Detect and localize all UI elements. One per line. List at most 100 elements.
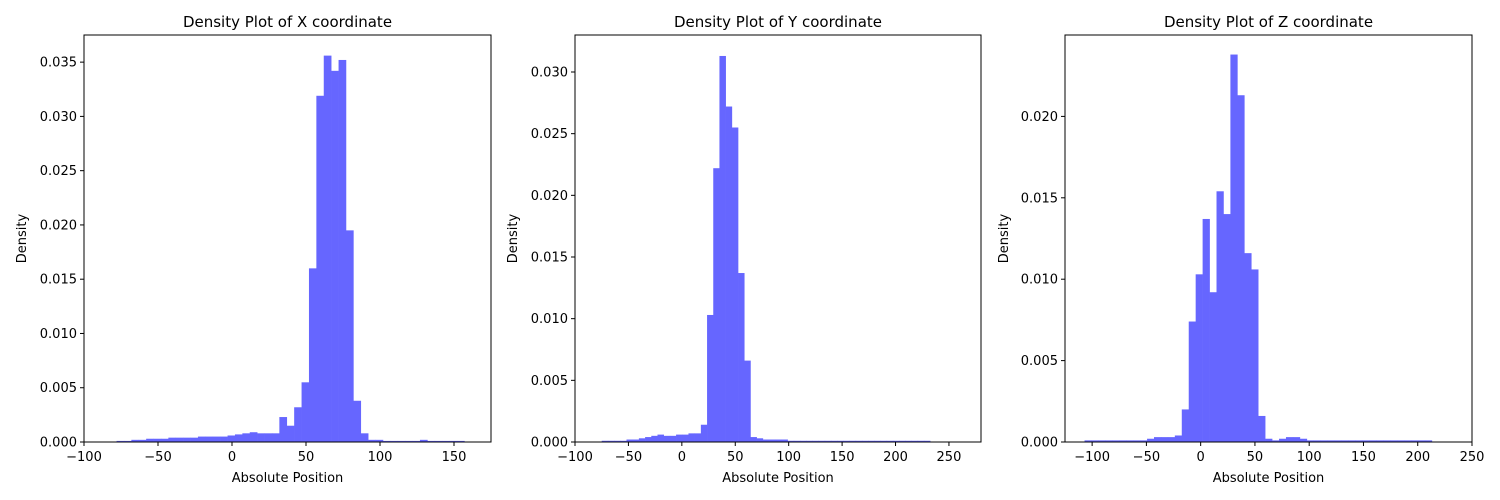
histogram-bar	[1251, 269, 1259, 442]
histogram-bar	[849, 440, 857, 442]
x-axis-label: Absolute Position	[722, 471, 834, 486]
histogram-bar	[1285, 437, 1294, 442]
histogram-bar	[116, 440, 125, 442]
histogram-bar	[1390, 440, 1398, 442]
histogram-bar	[769, 439, 776, 442]
histogram-bar	[911, 440, 919, 442]
histogram-bar	[1209, 292, 1217, 442]
histogram-bar	[449, 440, 458, 442]
y-axis-label: Density	[506, 213, 521, 263]
histogram-bar	[676, 434, 683, 442]
histogram-bar	[744, 360, 751, 442]
histogram-bar	[1167, 437, 1176, 442]
histogram-bar	[382, 440, 391, 442]
histogram-bar	[892, 440, 900, 442]
histogram-bar	[227, 435, 236, 442]
y-tick-label: 0.015	[40, 273, 77, 288]
histogram-bar	[279, 417, 288, 442]
histogram-bar	[1160, 437, 1169, 442]
histogram-bar	[713, 168, 720, 442]
histogram-bar	[264, 433, 273, 442]
histogram-bar	[1355, 440, 1363, 442]
y-tick-label: 0.010	[531, 312, 568, 327]
histogram-bar	[1362, 440, 1370, 442]
histogram-bar	[843, 440, 850, 442]
x-tick-label: 50	[727, 450, 744, 465]
histogram-bar	[131, 439, 140, 442]
histogram-bar	[301, 382, 310, 442]
y-ticks: 0.000 0.005 0.010 0.015 0.020 0.025 0.030	[531, 66, 575, 451]
y-tick-label: 0.025	[531, 127, 568, 142]
histogram-bar	[905, 440, 912, 442]
histogram-bar	[183, 437, 191, 442]
histogram-bar	[824, 440, 832, 442]
histogram-bar	[923, 440, 931, 442]
histogram-bar	[257, 433, 265, 442]
x-tick-label: 0	[228, 450, 236, 465]
histogram-bar	[1174, 435, 1183, 442]
histogram-bar	[419, 439, 428, 442]
histogram-bar	[1265, 438, 1273, 442]
histogram-bar	[775, 439, 782, 442]
histogram-bar	[806, 440, 813, 442]
x-tick-label: −50	[1133, 450, 1160, 465]
histogram-bar	[1154, 437, 1162, 442]
histogram-bar	[812, 440, 819, 442]
plot-frame	[1064, 34, 1473, 443]
histogram-bar	[316, 95, 325, 442]
histogram-bar	[694, 433, 702, 442]
x-tick-label: 100	[1297, 450, 1322, 465]
histogram-bar	[331, 70, 339, 442]
histogram-bar	[1320, 440, 1328, 442]
histogram-bar	[1341, 440, 1349, 442]
histogram-bar	[220, 436, 228, 442]
histogram-bar	[738, 273, 745, 442]
histogram-bar	[1098, 440, 1106, 442]
x-ticks: −100 −50 0 50 100 150	[66, 442, 466, 465]
histogram-bar	[308, 268, 317, 442]
y-tick-label: 0.035	[40, 56, 77, 71]
histogram-bar	[682, 434, 689, 442]
histogram-bar	[368, 439, 376, 442]
histogram-bar	[168, 437, 177, 442]
histogram-bar	[1404, 440, 1412, 442]
y-tick-label: 0.030	[531, 66, 568, 81]
x-tick-label: 150	[1351, 450, 1376, 465]
x-tick-label: 50	[298, 450, 315, 465]
histogram-bar	[1188, 321, 1196, 442]
histogram-bar	[818, 440, 826, 442]
histogram-bar	[707, 314, 714, 442]
bar-group	[1084, 54, 1433, 443]
histogram-bar	[234, 434, 243, 442]
histogram-bar	[190, 437, 199, 442]
histogram-bar	[442, 440, 450, 442]
y-tick-label: 0.010	[1021, 273, 1058, 288]
histogram-bar	[731, 127, 739, 442]
chart-title: Density Plot of X coordinate	[183, 13, 392, 31]
y-tick-label: 0.015	[1021, 191, 1058, 206]
y-tick-label: 0.025	[40, 164, 77, 179]
y-tick-label: 0.005	[40, 381, 77, 396]
panel-y-coordinate: −100 −50 0 50 100 150 200 250 0.0000.0050.0100.…	[506, 13, 982, 486]
histogram-bar	[688, 433, 695, 442]
y-tick-label: 0.000	[531, 436, 568, 451]
x-tick-label: 100	[776, 450, 801, 465]
x-tick-label: 250	[1460, 450, 1485, 465]
histogram-bar	[427, 440, 436, 442]
histogram-bar	[1334, 440, 1342, 442]
histogram-bar	[1424, 440, 1433, 442]
histogram-bar	[620, 440, 627, 442]
histogram-bar	[657, 434, 664, 442]
y-tick-label: 0.000	[1021, 436, 1058, 451]
x-tick-label: 0	[1197, 450, 1205, 465]
bar-group	[601, 55, 931, 442]
bar-group	[116, 55, 465, 443]
histogram-bar	[242, 433, 251, 442]
histogram-bar	[353, 400, 362, 442]
histogram-bar	[338, 59, 347, 443]
histogram-bar	[651, 435, 658, 442]
x-tick-label: −50	[144, 450, 171, 465]
y-tick-label: 0.020	[40, 218, 77, 233]
histogram-bar	[855, 440, 863, 442]
histogram-bar	[146, 438, 154, 442]
